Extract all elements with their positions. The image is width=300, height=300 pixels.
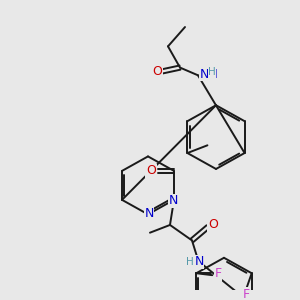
Text: F: F (243, 288, 250, 300)
Text: O: O (208, 218, 218, 232)
Text: F: F (215, 269, 222, 282)
Text: H: H (208, 68, 216, 77)
Text: O: O (152, 65, 162, 78)
Text: H: H (186, 257, 194, 267)
Text: O: O (146, 164, 156, 177)
Text: F: F (215, 267, 222, 280)
Text: N: N (168, 194, 178, 207)
Text: NH: NH (200, 68, 219, 81)
Text: N: N (144, 207, 154, 220)
Text: N: N (194, 255, 204, 268)
